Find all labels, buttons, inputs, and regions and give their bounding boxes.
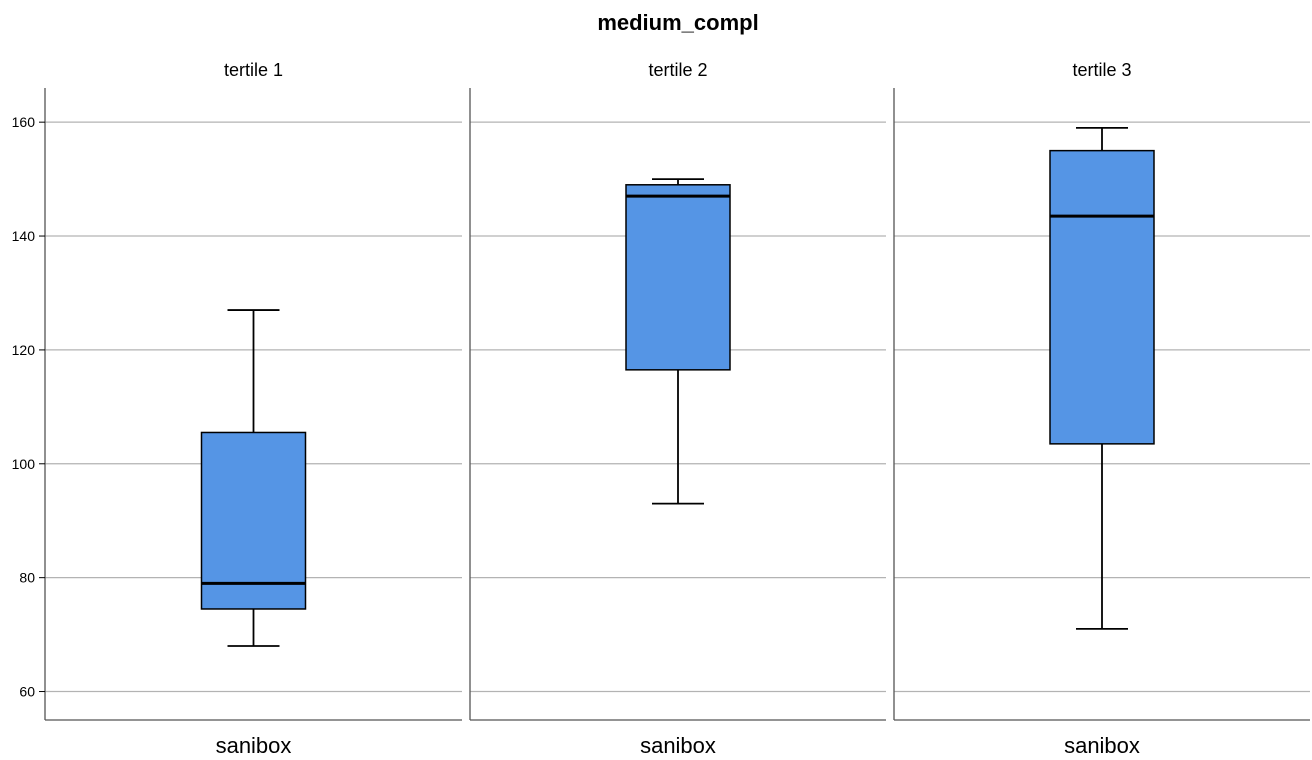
y-tick-label: 100 xyxy=(12,456,36,472)
panel-title: tertile 1 xyxy=(224,60,283,80)
iqr-box xyxy=(1049,149,1155,445)
category-label: sanibox xyxy=(216,733,292,758)
panel-1: tertile 1 sanibox xyxy=(44,60,462,758)
panel-title: tertile 3 xyxy=(1072,60,1131,80)
y-tick-label: 80 xyxy=(19,570,35,586)
category-label: sanibox xyxy=(1064,733,1140,758)
iqr-box xyxy=(625,184,731,371)
chart-title: medium_compl xyxy=(597,10,758,35)
iqr-box xyxy=(200,431,307,610)
panel-title: tertile 2 xyxy=(648,60,707,80)
y-tick-label: 140 xyxy=(12,228,36,244)
y-tick-label: 120 xyxy=(12,342,36,358)
panel-2: tertile 2 sanibox xyxy=(469,60,886,758)
panel-3: tertile 3 sanibox xyxy=(893,60,1310,758)
y-axis: 60 80 100 120 140 160 xyxy=(12,114,45,700)
y-tick-label: 160 xyxy=(12,114,36,130)
category-label: sanibox xyxy=(640,733,716,758)
y-tick-label: 60 xyxy=(19,684,35,700)
